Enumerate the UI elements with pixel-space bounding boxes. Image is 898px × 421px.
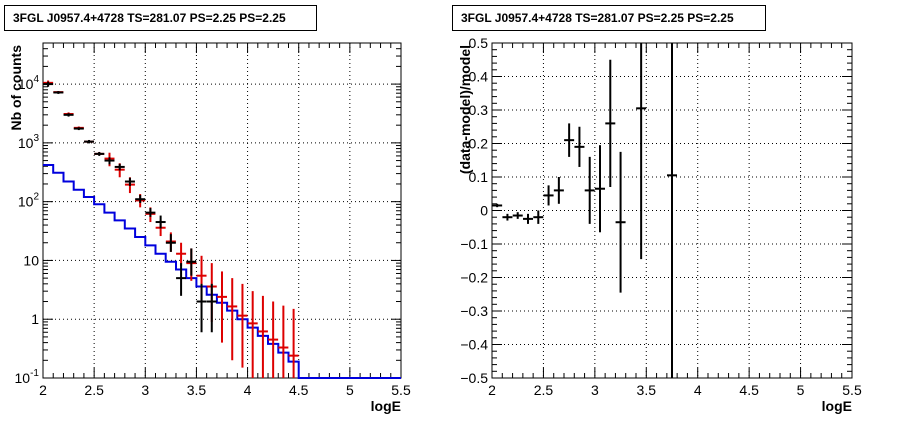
right-plot-title: 3FGL J0957.4+4728 TS=281.07 PS=2.25 PS=2… — [452, 5, 766, 31]
left-xtick-label: 2.5 — [84, 382, 104, 398]
left-xtick-label: 4.5 — [289, 382, 309, 398]
right-ytick-label: 0.2 — [469, 136, 489, 152]
left-ytick-label: 1 — [31, 311, 39, 327]
left-ytick-label: 10 — [23, 252, 39, 268]
left-xtick-label: 4 — [244, 382, 252, 398]
right-xtick-label: 2.5 — [534, 382, 554, 398]
right-x-axis-label: logE — [822, 398, 852, 414]
right-ytick-label: 0.1 — [469, 169, 489, 185]
left-ytick-label: 102 — [18, 192, 40, 210]
right-xtick-label: 3.5 — [637, 382, 657, 398]
right-ytick-label: −0.3 — [460, 303, 488, 319]
left-plot-title: 3FGL J0957.4+4728 TS=281.07 PS=2.25 PS=2… — [4, 5, 317, 31]
left-ytick-label: 104 — [18, 74, 40, 92]
right-y-axis-label: (data-model)/model — [457, 45, 473, 174]
left-y-axis-label: Nb of counts — [8, 45, 24, 131]
right-ytick-label: −0.2 — [460, 270, 488, 286]
left-xtick-label: 5.5 — [391, 382, 411, 398]
right-ytick-label: 0.3 — [469, 102, 489, 118]
right-xtick-label: 2 — [488, 382, 496, 398]
right-xtick-label: 4.5 — [739, 382, 759, 398]
right-ytick-label: −0.5 — [460, 370, 488, 386]
right-xtick-label: 4 — [694, 382, 702, 398]
left-x-axis-label: logE — [371, 398, 401, 414]
left-ytick-label: 103 — [18, 133, 40, 151]
left-xtick-label: 2 — [39, 382, 47, 398]
right-xtick-label: 5 — [797, 382, 805, 398]
right-ytick-label: 0.5 — [469, 35, 489, 51]
right-ytick-label: −0.4 — [460, 337, 488, 353]
left-xtick-label: 3.5 — [187, 382, 207, 398]
left-xtick-label: 3 — [141, 382, 149, 398]
right-xtick-label: 5.5 — [842, 382, 862, 398]
left-ytick-label: 10-1 — [15, 368, 40, 386]
right-ytick-label: 0 — [480, 203, 488, 219]
right-ytick-label: −0.1 — [460, 236, 488, 252]
right-ytick-label: 0.4 — [469, 69, 489, 85]
right-xtick-label: 3 — [591, 382, 599, 398]
left-xtick-label: 5 — [346, 382, 354, 398]
